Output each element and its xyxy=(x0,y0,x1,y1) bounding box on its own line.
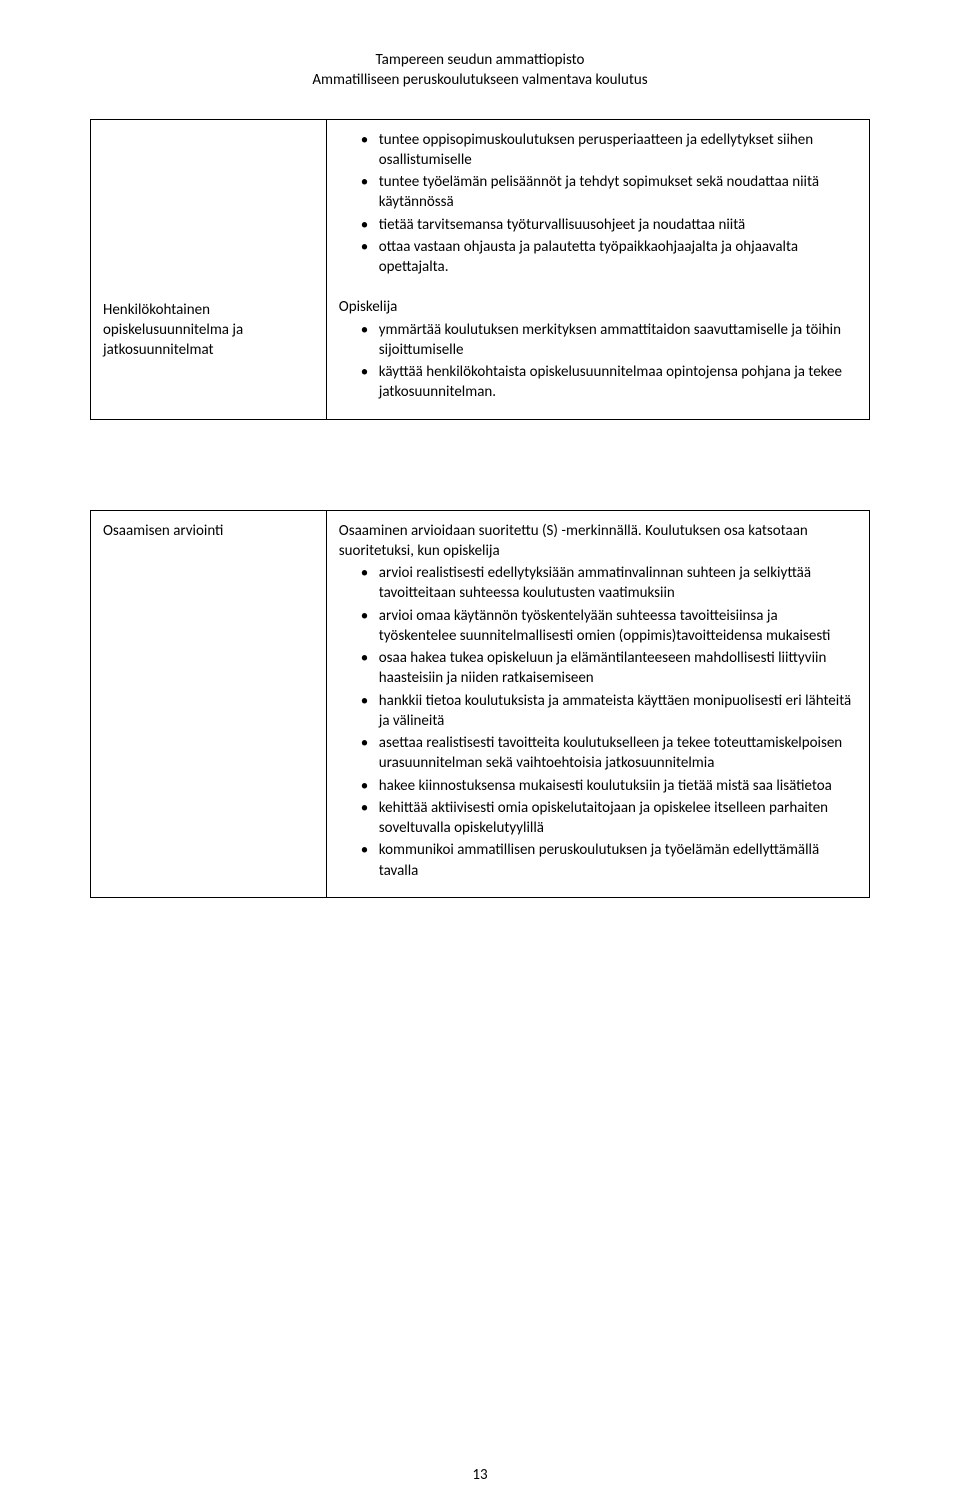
section-2-list: arvioi realistisesti edellytyksiään amma… xyxy=(339,563,857,881)
page-header: Tampereen seudun ammattiopisto Ammatilli… xyxy=(90,50,870,91)
list-item: asettaa realistisesti tavoitteita koulut… xyxy=(363,733,857,774)
list-item: tuntee työelämän pelisäännöt ja tehdyt s… xyxy=(363,172,857,213)
list-item: arvioi realistisesti edellytyksiään amma… xyxy=(363,563,857,604)
section-1-label-cell: Henkilökohtainen opiskelusuunnitelma ja … xyxy=(91,119,327,419)
section-1-label: Henkilökohtainen opiskelusuunnitelma ja … xyxy=(103,301,243,360)
spacer-row xyxy=(91,419,870,510)
list-item: ottaa vastaan ohjausta ja palautetta työ… xyxy=(363,237,857,278)
header-line-2: Ammatilliseen peruskoulutukseen valmenta… xyxy=(90,70,870,90)
section-1-list-a: tuntee oppisopimuskoulutuksen perusperia… xyxy=(339,130,857,278)
section-2-row: Osaamisen arviointi Osaaminen arvioidaan… xyxy=(91,510,870,897)
section-2-intro: Osaaminen arvioidaan suoritettu (S) -mer… xyxy=(339,521,857,562)
list-item: tuntee oppisopimuskoulutuksen perusperia… xyxy=(363,130,857,171)
list-item: kommunikoi ammatillisen peruskoulutuksen… xyxy=(363,840,857,881)
list-item: käyttää henkilökohtaista opiskelusuunnit… xyxy=(363,362,857,403)
section-2-content-cell: Osaaminen arvioidaan suoritettu (S) -mer… xyxy=(326,510,869,897)
list-item: arvioi omaa käytännön työskentelyään suh… xyxy=(363,606,857,647)
section-1-content-cell: tuntee oppisopimuskoulutuksen perusperia… xyxy=(326,119,869,419)
list-item: kehittää aktiivisesti omia opiskelutaito… xyxy=(363,798,857,839)
content-table: Henkilökohtainen opiskelusuunnitelma ja … xyxy=(90,119,870,898)
list-item: ymmärtää koulutuksen merkityksen ammatti… xyxy=(363,320,857,361)
page-number: 13 xyxy=(0,1465,960,1485)
section-2-label: Osaamisen arviointi xyxy=(103,522,223,540)
section-1-list-b: ymmärtää koulutuksen merkityksen ammatti… xyxy=(339,320,857,403)
section-1-row: Henkilökohtainen opiskelusuunnitelma ja … xyxy=(91,119,870,419)
list-item: hakee kiinnostuksensa mukaisesti koulutu… xyxy=(363,776,857,796)
section-2-label-cell: Osaamisen arviointi xyxy=(91,510,327,897)
section-1-intro: Opiskelija xyxy=(339,297,857,317)
header-line-1: Tampereen seudun ammattiopisto xyxy=(90,50,870,70)
list-item: osaa hakea tukea opiskeluun ja elämäntil… xyxy=(363,648,857,689)
list-item: tietää tarvitsemansa työturvallisuusohje… xyxy=(363,215,857,235)
list-item: hankkii tietoa koulutuksista ja ammateis… xyxy=(363,691,857,732)
